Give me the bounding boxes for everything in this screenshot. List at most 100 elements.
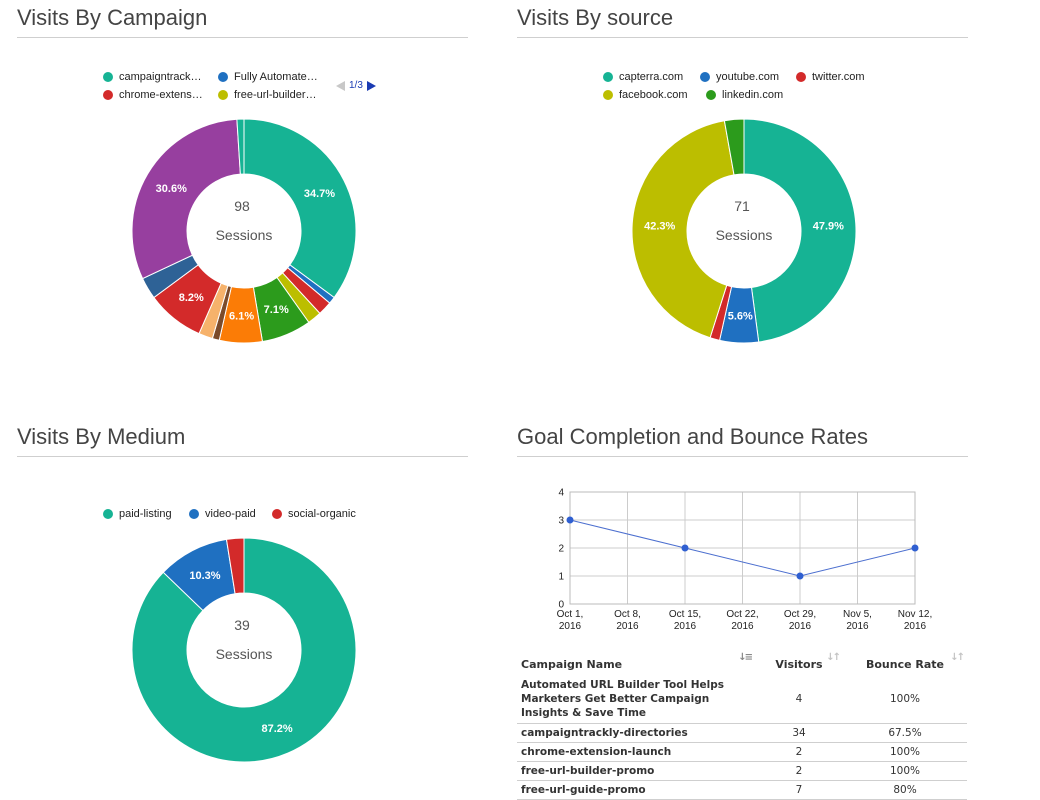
table-row[interactable]: chrome-extension-launch 2 100% (517, 742, 967, 762)
legend-label: Fully Automate… (234, 71, 318, 83)
x-tick-label: Oct 15, 2016 (669, 609, 701, 632)
legend-label: video-paid (205, 508, 256, 520)
source-legend-item[interactable]: facebook.com (603, 89, 687, 101)
donut-slice[interactable] (131, 118, 241, 280)
legend-label: linkedin.com (722, 89, 784, 101)
cell-bounce-rate: 100% (843, 742, 967, 762)
cell-campaign-name: chrome-extension-launch (517, 742, 755, 762)
x-tick-label: Oct 8, 2016 (614, 609, 641, 632)
donut-slice[interactable] (723, 118, 745, 176)
data-point[interactable] (911, 544, 919, 552)
sort-icon[interactable]: ↓↑ (826, 652, 841, 663)
source-donut-chart: 47.9% 5.6% 42.3% 71 Sessions (631, 118, 857, 344)
sort-icon[interactable]: ↓↑ (950, 652, 965, 663)
next-page-icon[interactable] (366, 80, 376, 91)
prev-page-icon[interactable] (336, 80, 345, 91)
medium-legend-item[interactable]: paid-listing (103, 508, 172, 520)
campaign-legend-item[interactable]: free-url-builder… (218, 89, 317, 101)
cell-visitors: 2 (755, 742, 843, 762)
donut-center-label: Sessions (716, 227, 773, 243)
cell-bounce-rate: 100% (843, 761, 967, 781)
col-visitors[interactable]: Visitors ↓↑ (755, 652, 843, 675)
campaign-legend-item[interactable]: chrome-extens… (103, 89, 203, 101)
data-point[interactable] (566, 516, 574, 524)
source-legend-item[interactable]: twitter.com (796, 71, 865, 83)
donut-slice[interactable] (743, 118, 857, 343)
campaign-legend-item[interactable]: campaigntrack… (103, 71, 202, 83)
legend-swatch (706, 90, 716, 100)
donut-total: 98 (234, 198, 250, 214)
x-tick-label: Oct 22, 2016 (726, 609, 758, 632)
cell-visitors: 4 (755, 675, 843, 724)
campaign-title-rule (17, 37, 468, 38)
header-label: Campaign Name (521, 658, 623, 671)
legend-swatch (796, 72, 806, 82)
slice-label: 47.9% (813, 220, 844, 232)
campaign-legend-item[interactable]: Fully Automate… (218, 71, 318, 83)
donut-slice[interactable] (131, 537, 357, 763)
y-tick-label: 1 (558, 572, 564, 583)
legend-label: facebook.com (619, 89, 688, 101)
campaign-table: Campaign Name ↓≡ Visitors ↓↑ Bounce Rate… (517, 652, 967, 800)
goal-title-rule (517, 456, 968, 457)
donut-total: 71 (734, 198, 750, 214)
legend-swatch (218, 72, 228, 82)
legend-swatch (603, 90, 613, 100)
source-legend-item[interactable]: youtube.com (700, 71, 779, 83)
source-title: Visits By source (517, 5, 674, 30)
slice-label: 10.3% (189, 570, 220, 582)
medium-title: Visits By Medium (17, 424, 186, 449)
slice-label: 7.1% (264, 304, 289, 316)
y-tick-label: 3 (558, 516, 564, 527)
donut-slice[interactable] (236, 118, 245, 175)
legend-label: capterra.com (619, 71, 684, 83)
donut-slice[interactable] (631, 120, 735, 339)
table-row[interactable]: Automated URL Builder Tool Helps Markete… (517, 675, 967, 724)
campaign-title: Visits By Campaign (17, 5, 208, 30)
x-tick-label: Nov 5, 2016 (843, 609, 872, 632)
data-point[interactable] (681, 544, 689, 552)
header-label: Visitors (775, 658, 823, 671)
donut-slice[interactable] (225, 537, 245, 595)
header-label: Bounce Rate (865, 658, 945, 671)
table-row[interactable]: free-url-builder-promo 2 100% (517, 761, 967, 781)
slice-label: 42.3% (644, 220, 675, 232)
cell-campaign-name: free-url-builder-promo (517, 761, 755, 781)
cell-visitors: 2 (755, 761, 843, 781)
table-header-row: Campaign Name ↓≡ Visitors ↓↑ Bounce Rate… (517, 652, 967, 675)
cell-bounce-rate: 67.5% (843, 723, 967, 743)
medium-legend-item[interactable]: social-organic (272, 508, 356, 520)
slice-label: 5.6% (728, 310, 753, 322)
slice-label: 30.6% (156, 183, 187, 195)
donut-center-label: Sessions (216, 646, 273, 662)
legend-label: paid-listing (119, 508, 172, 520)
donut-total: 39 (234, 617, 250, 633)
medium-donut-chart: 87.2% 10.3% 39 Sessions (131, 537, 357, 763)
cell-campaign-name: Automated URL Builder Tool Helps Markete… (517, 675, 755, 724)
slice-label: 6.1% (229, 310, 254, 322)
medium-legend-item[interactable]: video-paid (189, 508, 256, 520)
source-title-rule (517, 37, 968, 38)
legend-swatch (103, 509, 113, 519)
donut-center-label: Sessions (216, 227, 273, 243)
col-campaign-name[interactable]: Campaign Name ↓≡ (517, 652, 755, 675)
legend-pager: 1/3 (336, 80, 376, 91)
legend-swatch (103, 90, 113, 100)
data-point[interactable] (796, 572, 804, 580)
legend-label: chrome-extens… (119, 89, 203, 101)
source-legend-item[interactable]: capterra.com (603, 71, 683, 83)
slice-label: 8.2% (179, 292, 204, 304)
y-tick-label: 0 (558, 600, 564, 611)
sort-icon[interactable]: ↓≡ (738, 652, 753, 663)
legend-swatch (189, 509, 199, 519)
x-tick-label: Oct 29, 2016 (784, 609, 816, 632)
source-legend-item[interactable]: linkedin.com (706, 89, 783, 101)
table-row[interactable]: free-url-guide-promo 7 80% (517, 780, 967, 800)
legend-swatch (700, 72, 710, 82)
donut-slice[interactable] (243, 118, 357, 299)
col-bounce-rate[interactable]: Bounce Rate ↓↑ (843, 652, 967, 675)
table-row[interactable]: campaigntrackly-directories 34 67.5% (517, 723, 967, 743)
goal-title: Goal Completion and Bounce Rates (517, 424, 868, 449)
slice-label: 87.2% (261, 723, 292, 735)
y-tick-label: 4 (558, 488, 564, 499)
